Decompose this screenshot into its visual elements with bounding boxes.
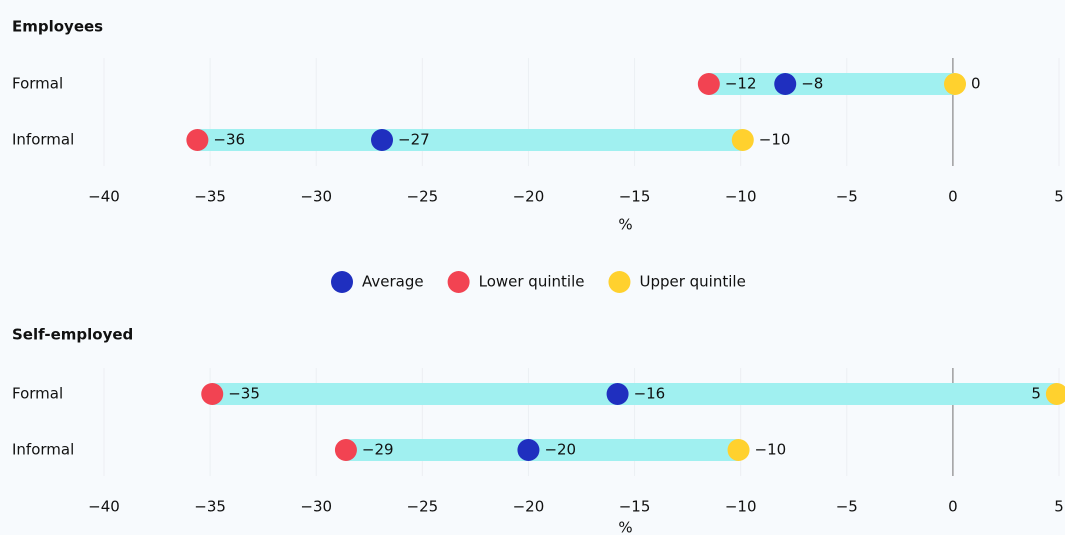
legend-label: Average [362, 273, 424, 291]
x-tick-label: 0 [948, 498, 958, 516]
x-tick-label: −35 [194, 188, 226, 206]
legend-label: Lower quintile [479, 273, 585, 291]
dot [186, 129, 209, 151]
legend-label: Upper quintile [639, 273, 745, 291]
value-label: −29 [362, 441, 394, 459]
range-bar [197, 129, 743, 151]
dot [334, 439, 357, 461]
x-tick-label: −40 [88, 498, 120, 516]
value-label: −16 [634, 385, 666, 403]
x-tick-label: −25 [407, 498, 439, 516]
x-tick-label: −15 [619, 498, 651, 516]
x-tick-label: −5 [836, 498, 858, 516]
category-label: Formal [12, 75, 63, 93]
x-tick-label: −30 [300, 188, 332, 206]
dot [606, 383, 629, 405]
legend-swatch [608, 271, 631, 293]
value-label: −12 [725, 75, 757, 93]
dot [201, 383, 224, 405]
value-label: −10 [755, 441, 787, 459]
x-tick-label: −10 [725, 498, 757, 516]
value-label: −20 [544, 441, 576, 459]
legend-swatch [331, 271, 353, 293]
x-tick-label: −35 [194, 498, 226, 516]
dot [774, 73, 797, 95]
legend-swatch [447, 271, 470, 293]
category-label: Informal [12, 441, 74, 459]
dot [944, 73, 967, 95]
dot [731, 129, 754, 151]
range-bar [708, 73, 956, 95]
x-tick-label: 5 [1054, 188, 1064, 206]
value-label: −36 [213, 131, 245, 149]
x-tick-label: −25 [407, 188, 439, 206]
dot [727, 439, 750, 461]
range-bar [345, 439, 739, 461]
value-label: −27 [398, 131, 430, 149]
value-label: 5 [1031, 385, 1041, 403]
value-label: −35 [228, 385, 260, 403]
value-label: −8 [801, 75, 823, 93]
x-tick-label: −20 [513, 498, 545, 516]
x-tick-label: −20 [513, 188, 545, 206]
dot [697, 73, 720, 95]
x-tick-label: −10 [725, 188, 757, 206]
dot [517, 439, 540, 461]
category-label: Informal [12, 131, 74, 149]
x-tick-label: −5 [836, 188, 858, 206]
dot [371, 129, 394, 151]
x-tick-label: 0 [948, 188, 958, 206]
x-tick-label: −40 [88, 188, 120, 206]
x-tick-label: 5 [1054, 498, 1064, 516]
category-label: Formal [12, 385, 63, 403]
x-axis-label: % [618, 216, 632, 234]
x-axis-label: % [618, 519, 632, 535]
range-bar [212, 383, 1057, 405]
value-label: −10 [759, 131, 791, 149]
chart-title: Self-employed [12, 326, 133, 344]
x-tick-label: −30 [300, 498, 332, 516]
dot [1045, 383, 1065, 405]
chart-title: Employees [12, 18, 103, 36]
x-tick-label: −15 [619, 188, 651, 206]
value-label: 0 [971, 75, 981, 93]
